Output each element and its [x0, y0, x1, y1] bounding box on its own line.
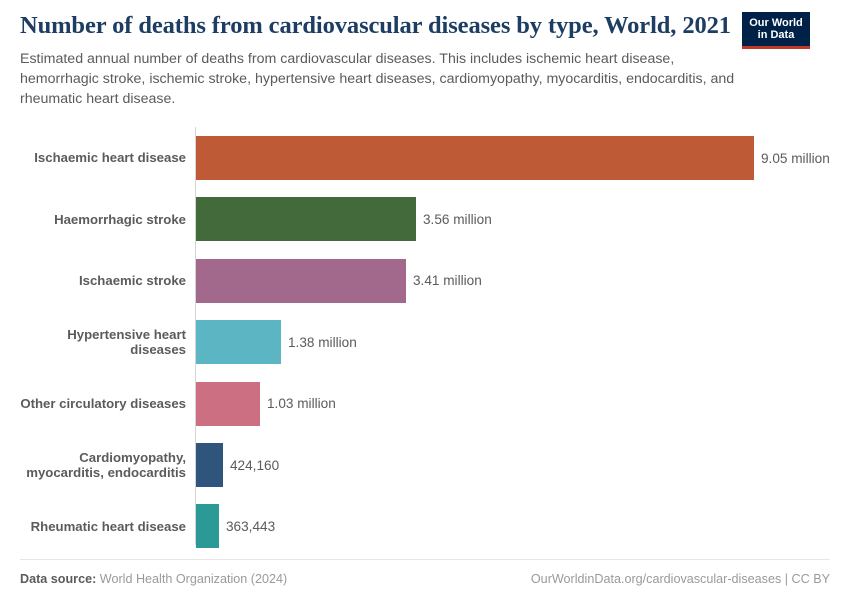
bar-value-label: 3.56 million: [423, 211, 492, 227]
plot-area: Ischaemic heart disease 9.05 million Haemo…: [20, 127, 830, 549]
bar-value-label: 1.03 million: [267, 396, 336, 412]
bar-track: 363,443: [195, 496, 830, 557]
bar-track: 9.05 million: [195, 127, 830, 188]
bar-track: 1.38 million: [195, 312, 830, 373]
bar-track: 3.56 million: [195, 189, 830, 250]
bar[interactable]: [196, 136, 754, 181]
bar-track: 1.03 million: [195, 373, 830, 434]
bar-row[interactable]: Rheumatic heart disease 363,443: [20, 496, 830, 557]
bar[interactable]: [196, 258, 406, 303]
bar[interactable]: [196, 197, 416, 242]
bar-row[interactable]: Ischaemic stroke 3.41 million: [20, 250, 830, 311]
bar-value-label: 9.05 million: [761, 150, 830, 166]
data-source-label: Data source:: [20, 572, 97, 586]
bar-category-label: Haemorrhagic stroke: [54, 211, 186, 227]
data-source-value: World Health Organization (2024): [99, 572, 288, 586]
bar-track: 424,160: [195, 434, 830, 495]
chart-subtitle: Estimated annual number of deaths from c…: [20, 50, 735, 108]
logo-line-1: Our World: [749, 17, 803, 29]
bar-category-label: Ischaemic heart disease: [34, 150, 186, 166]
bar-row[interactable]: Ischaemic heart disease 9.05 million: [20, 127, 830, 188]
bar-row[interactable]: Hypertensive heart diseases 1.38 million: [20, 312, 830, 373]
bar-row[interactable]: Haemorrhagic stroke 3.56 million: [20, 189, 830, 250]
bar[interactable]: [196, 443, 223, 488]
bar[interactable]: [196, 381, 260, 426]
bar-rows: Ischaemic heart disease 9.05 million Haemo…: [20, 127, 830, 549]
bar-track: 3.41 million: [195, 250, 830, 311]
our-world-in-data-logo[interactable]: Our World in Data: [742, 12, 810, 49]
bar-category-label: Hypertensive heart diseases: [67, 326, 186, 358]
bar-category-label: Ischaemic stroke: [78, 273, 186, 289]
bar-row[interactable]: Cardiomyopathy, myocarditis, endocarditi…: [20, 434, 830, 495]
y-axis-line: [195, 127, 196, 546]
bar-value-label: 363,443: [226, 518, 276, 534]
bar-category-label: Cardiomyopathy, myocarditis, endocarditi…: [26, 449, 186, 481]
bar[interactable]: [196, 320, 281, 365]
bar-category-label: Rheumatic heart disease: [30, 518, 186, 534]
chart-header: Number of deaths from cardiovascular dis…: [20, 0, 830, 109]
attribution-link[interactable]: OurWorldinData.org/cardiovascular-diseas…: [530, 572, 830, 586]
bar[interactable]: [196, 504, 219, 549]
bar-category-label: Other circulatory diseases: [20, 395, 186, 411]
page-title: Number of deaths from cardiovascular dis…: [20, 12, 731, 39]
bar-value-label: 3.41 million: [413, 273, 482, 289]
data-source: Data source: World Health Organization (…: [20, 572, 287, 586]
bar-value-label: 424,160: [230, 457, 280, 473]
chart-footer: Data source: World Health Organization (…: [20, 559, 830, 586]
bar-value-label: 1.38 million: [288, 334, 357, 350]
logo-line-2: in Data: [757, 29, 795, 42]
bar-row[interactable]: Other circulatory diseases 1.03 million: [20, 373, 830, 434]
